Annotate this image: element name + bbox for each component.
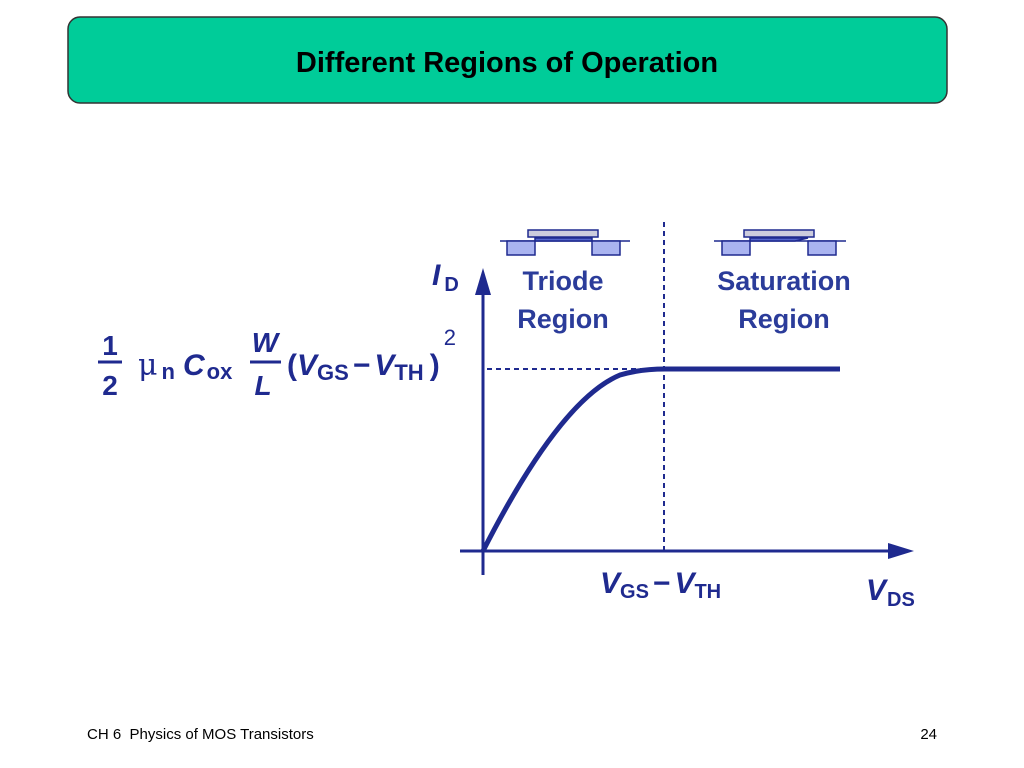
text-part: V <box>866 574 889 607</box>
x-axis-label: VDS <box>866 574 915 611</box>
text-part: − <box>653 567 671 600</box>
region-label: Region <box>517 304 609 334</box>
text-part: V <box>600 567 623 600</box>
text-part: V <box>297 349 320 382</box>
saturation-formula: 1 2 μ n Cox W L (VGS − VTH)2 <box>98 325 456 401</box>
text-part: D <box>444 274 458 296</box>
triode-icon <box>500 229 630 256</box>
text-part: ( <box>287 349 297 382</box>
formula-numerator: 1 <box>102 330 118 361</box>
text-part: C <box>183 349 206 382</box>
text-part: 2 <box>444 325 456 350</box>
region-label: Region <box>738 304 830 334</box>
text-part: ox <box>207 359 233 384</box>
region-label: Triode <box>522 266 603 296</box>
text-part: V <box>374 349 397 382</box>
text-part: TH <box>394 360 423 385</box>
formula-factors: μ n Cox <box>138 348 233 384</box>
text-part: n <box>162 359 175 384</box>
slide-title: Different Regions of Operation <box>296 47 718 79</box>
region-labels: Triode Region Saturation Region <box>517 266 851 334</box>
text-part: GS <box>620 581 649 603</box>
guides <box>487 222 665 551</box>
formula-ratio-bottom: L <box>254 370 271 401</box>
threshold-label: VGS − VTH <box>600 567 721 603</box>
text-part: TH <box>694 581 721 603</box>
text-part: I <box>432 259 441 292</box>
text-part: V <box>674 567 697 600</box>
footer-text: CH 6 Physics of MOS Transistors <box>87 726 314 743</box>
text-part: − <box>353 349 371 382</box>
formula-term: (VGS − VTH)2 <box>287 325 456 385</box>
text-part: μ <box>138 348 158 383</box>
formula-denominator: 2 <box>102 370 118 401</box>
id-curve <box>480 366 840 553</box>
page-number: 24 <box>920 726 937 743</box>
text-part: GS <box>317 360 349 385</box>
text-part: ) <box>430 349 440 382</box>
saturation-icon <box>714 229 846 256</box>
text-part: DS <box>887 589 915 611</box>
region-label: Saturation <box>717 266 851 296</box>
title-box <box>67 16 948 104</box>
formula-ratio-top: W <box>252 327 281 358</box>
axes <box>460 268 914 575</box>
